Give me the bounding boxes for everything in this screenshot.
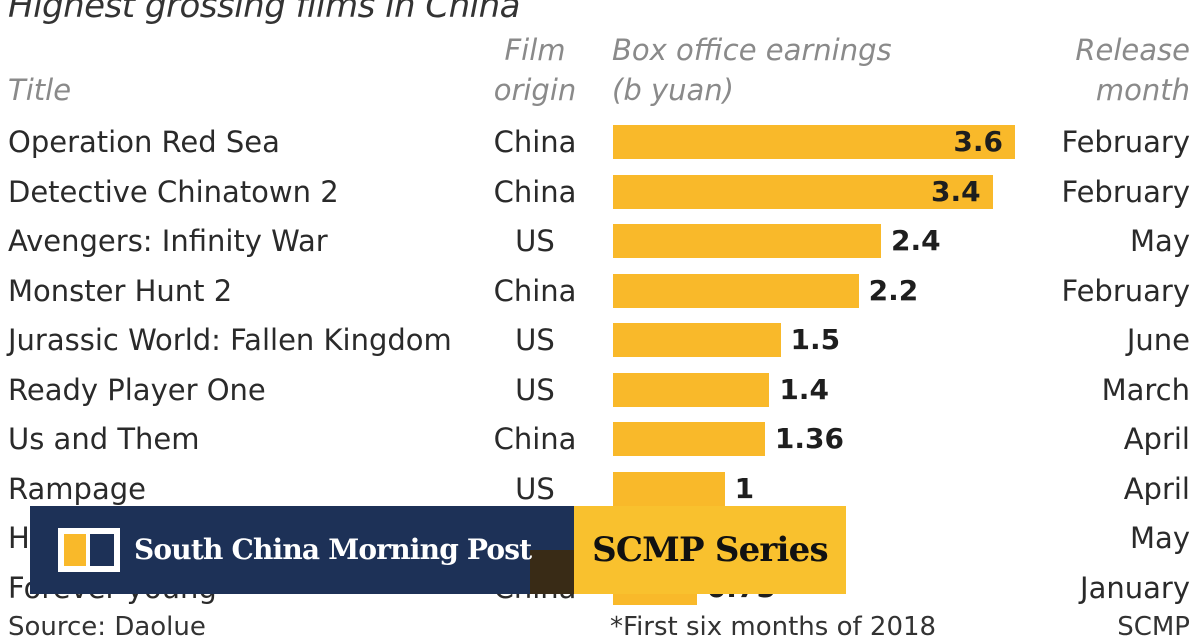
earnings-bar [613, 125, 1015, 159]
film-title: Jurassic World: Fallen Kingdom [8, 323, 452, 357]
footer-note: *First six months of 2018 [610, 612, 937, 642]
header-month-line2: month [1095, 73, 1190, 107]
release-month: June [1126, 323, 1190, 357]
release-month: March [1101, 372, 1190, 407]
film-title: Us and Them [8, 422, 200, 456]
header-earnings-line2: (b yuan) [612, 73, 734, 107]
film-origin: US [515, 471, 555, 506]
header-origin-line1: Film [504, 33, 566, 67]
film-title: Rampage [8, 471, 146, 506]
release-month: February [1061, 273, 1190, 308]
header-earnings-line1: Box office earnings [612, 33, 892, 67]
film-title: Ready Player One [8, 372, 266, 407]
earnings-value-label: 1.36 [774, 422, 844, 455]
brand-name: South China Morning Post [134, 533, 532, 566]
film-origin: US [515, 372, 555, 407]
earnings-value-label: 3.6 [953, 125, 1003, 158]
earnings-bar [613, 471, 725, 506]
table-row: Detective Chinatown 2 China 3.4 February [0, 167, 1200, 217]
chart-title: Highest grossing films in China [8, 0, 521, 26]
release-month: February [1061, 174, 1190, 209]
table-row: Rampage US 1 April [0, 464, 1200, 514]
film-title: Detective Chinatown 2 [8, 174, 339, 209]
earnings-value-label: 1 [734, 471, 755, 505]
film-title: Avengers: Infinity War [8, 224, 328, 258]
film-origin: China [493, 273, 577, 308]
film-title: Monster Hunt 2 [8, 273, 233, 308]
table-row: Ready Player One US 1.4 March [0, 365, 1200, 415]
earnings-value-label: 3.4 [931, 174, 981, 208]
earnings-bar [613, 323, 781, 357]
earnings-value-label: 2.2 [868, 273, 919, 307]
earnings-bar [613, 422, 765, 456]
release-month: April [1123, 471, 1190, 506]
film-origin: US [515, 224, 555, 258]
earnings-bar [613, 273, 859, 308]
table-row: Operation Red Sea China 3.6 February [0, 117, 1200, 167]
earnings-value-label: 2.4 [891, 224, 941, 257]
series-label: SCMP Series [592, 530, 828, 570]
table-row: Monster Hunt 2 China 2.2 February [0, 266, 1200, 316]
earnings-value-label: 1.5 [790, 323, 841, 356]
film-title: Operation Red Sea [8, 125, 280, 159]
release-month: May [1130, 521, 1190, 555]
earnings-bar [613, 372, 770, 407]
footer-source: Source: Daolue [8, 612, 206, 642]
scmp-logo-icon [58, 528, 120, 572]
scmp-series-badge[interactable]: SCMP Series [574, 506, 846, 594]
footer-credit: SCMP [1117, 612, 1190, 642]
header-title-col: Title [8, 73, 72, 107]
header-month-line1: Release [1075, 33, 1190, 67]
release-month: April [1123, 422, 1190, 456]
banner-overlap-strip [530, 550, 574, 594]
earnings-bar [613, 174, 993, 209]
earnings-value-label: 1.4 [779, 372, 829, 406]
earnings-bar [613, 224, 881, 258]
release-month: February [1061, 125, 1190, 159]
table-row: Jurassic World: Fallen Kingdom US 1.5 June [0, 315, 1200, 365]
release-month: January [1080, 570, 1190, 605]
release-month: May [1130, 224, 1190, 258]
header-origin-line2: origin [493, 73, 577, 107]
table-row: Avengers: Infinity War US 2.4 May [0, 216, 1200, 266]
table-row: Us and Them China 1.36 April [0, 414, 1200, 464]
film-origin: China [493, 125, 577, 159]
film-origin: China [493, 174, 577, 209]
film-origin: US [515, 323, 555, 357]
film-origin: China [493, 422, 577, 456]
scmp-banner[interactable]: South China Morning Post [30, 506, 574, 594]
